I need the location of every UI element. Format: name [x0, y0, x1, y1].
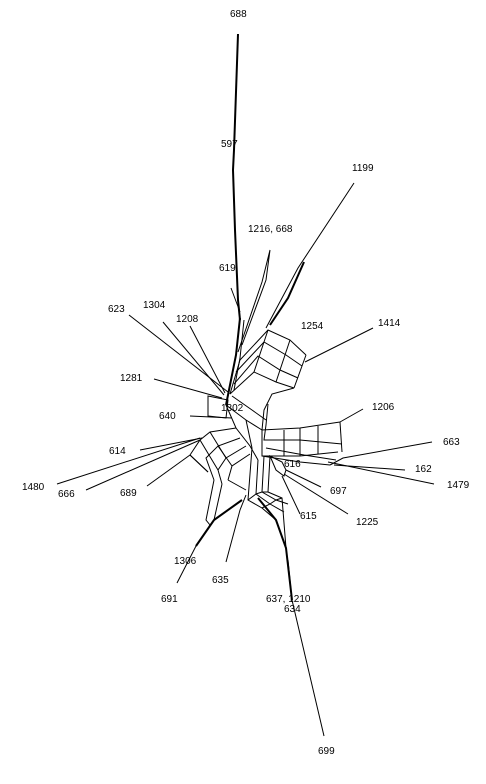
taxon-label-1199: 1199	[352, 163, 374, 174]
taxon-label-615: 615	[300, 511, 317, 522]
taxon-label-1254: 1254	[301, 321, 324, 332]
branch-634	[257, 497, 293, 601]
taxon-label-162: 162	[415, 464, 432, 475]
fan-left-rib-4	[217, 445, 233, 467]
taxon-label-1206: 1206	[372, 402, 395, 413]
fan-upper-right-4	[229, 371, 295, 395]
taxon-label-663: 663	[443, 437, 460, 448]
branch-1208	[189, 325, 226, 394]
branch-623	[128, 314, 229, 393]
branch-689	[146, 454, 191, 487]
branch-615	[281, 475, 301, 515]
fan-ur-rib-3	[293, 354, 307, 389]
taxon-label-1225: 1225	[356, 517, 379, 528]
ladder-right-rib-3	[339, 421, 343, 453]
branch-666	[85, 439, 201, 491]
taxon-label-635: 635	[212, 575, 229, 586]
spine-upper	[225, 317, 241, 406]
branch-1206	[339, 408, 364, 423]
branch-1281	[153, 378, 223, 399]
branch-688	[231, 33, 241, 321]
box-640	[207, 395, 229, 419]
taxon-label-688: 688	[230, 9, 247, 20]
fan-upper-right-3	[233, 355, 299, 385]
branch-614	[139, 437, 203, 451]
outer-branches	[56, 33, 435, 737]
box-lower-center-rib-1	[247, 491, 268, 501]
branch-619	[230, 287, 241, 313]
center-diamond-2	[225, 404, 259, 461]
branch-1199	[265, 182, 355, 329]
branch-699	[287, 559, 325, 737]
box-616	[269, 454, 287, 477]
fan-left-4	[227, 453, 251, 481]
fan-left-rib-2	[199, 439, 219, 471]
taxon-label-634: 634	[284, 604, 301, 615]
branch-1414	[304, 327, 374, 363]
branch-1480	[56, 437, 201, 485]
taxon-label-1414: 1414	[378, 318, 401, 329]
branch-1306-bold	[195, 499, 243, 547]
taxon-label-1480: 1480	[22, 482, 45, 493]
fan-upper-right-1	[239, 329, 307, 361]
fan-ur-rib-4	[229, 359, 241, 395]
branch-1304	[162, 321, 225, 396]
taxon-label-616: 616	[284, 459, 301, 470]
branch-663	[329, 441, 433, 466]
center-diamond-3	[231, 395, 267, 421]
branch-1225	[283, 473, 349, 515]
central-network	[189, 317, 343, 549]
taxon-label-597: 597	[221, 139, 238, 150]
branch-1216-668	[237, 249, 271, 353]
taxon-label-699: 699	[318, 746, 335, 757]
ladder-right-inner	[261, 430, 339, 457]
branch-1479	[327, 461, 435, 485]
taxon-label-619: 619	[219, 263, 236, 274]
taxon-label-697: 697	[330, 486, 347, 497]
fan-left-rib-3	[189, 454, 209, 473]
taxon-label-1281: 1281	[120, 373, 143, 384]
fan-left-2	[205, 437, 241, 481]
center-diamond-4	[245, 419, 253, 449]
taxon-label-689: 689	[120, 488, 137, 499]
taxon-label-637-1210: 637, 1210	[266, 594, 311, 605]
box-lower-left	[205, 479, 247, 526]
rail-right-2	[265, 447, 337, 461]
fan-left-3	[217, 445, 247, 485]
fan-ur-rib-2	[275, 339, 291, 383]
taxon-label-1208: 1208	[176, 314, 199, 325]
taxon-label-1302: 1302	[221, 403, 244, 414]
branch-635	[225, 494, 247, 563]
taxon-label-640: 640	[159, 411, 176, 422]
ladder-right-top	[261, 387, 341, 431]
branch-1199-bold	[269, 261, 305, 326]
box-lower-center-1	[247, 447, 277, 521]
taxon-label-1306: 1306	[174, 556, 197, 567]
box-lower-center-2	[255, 459, 285, 513]
box-lower-center-4	[267, 455, 287, 549]
taxon-label-666: 666	[58, 489, 75, 500]
branch-697	[285, 469, 322, 488]
fan-left-1	[189, 427, 237, 473]
taxon-label-614: 614	[109, 446, 126, 457]
taxon-label-1304: 1304	[143, 300, 166, 311]
box-lower-center-rib-2	[261, 497, 283, 509]
taxon-label-1479: 1479	[447, 480, 470, 491]
taxon-label-1216-668: 1216, 668	[248, 224, 293, 235]
taxon-label-691: 691	[161, 594, 178, 605]
ladder-right-bottom	[263, 403, 343, 445]
taxon-label-623: 623	[108, 304, 125, 315]
fan-upper-right-2	[235, 341, 303, 373]
fan-ur-rib-1	[253, 329, 269, 373]
spine-upper-parallel	[233, 319, 245, 391]
